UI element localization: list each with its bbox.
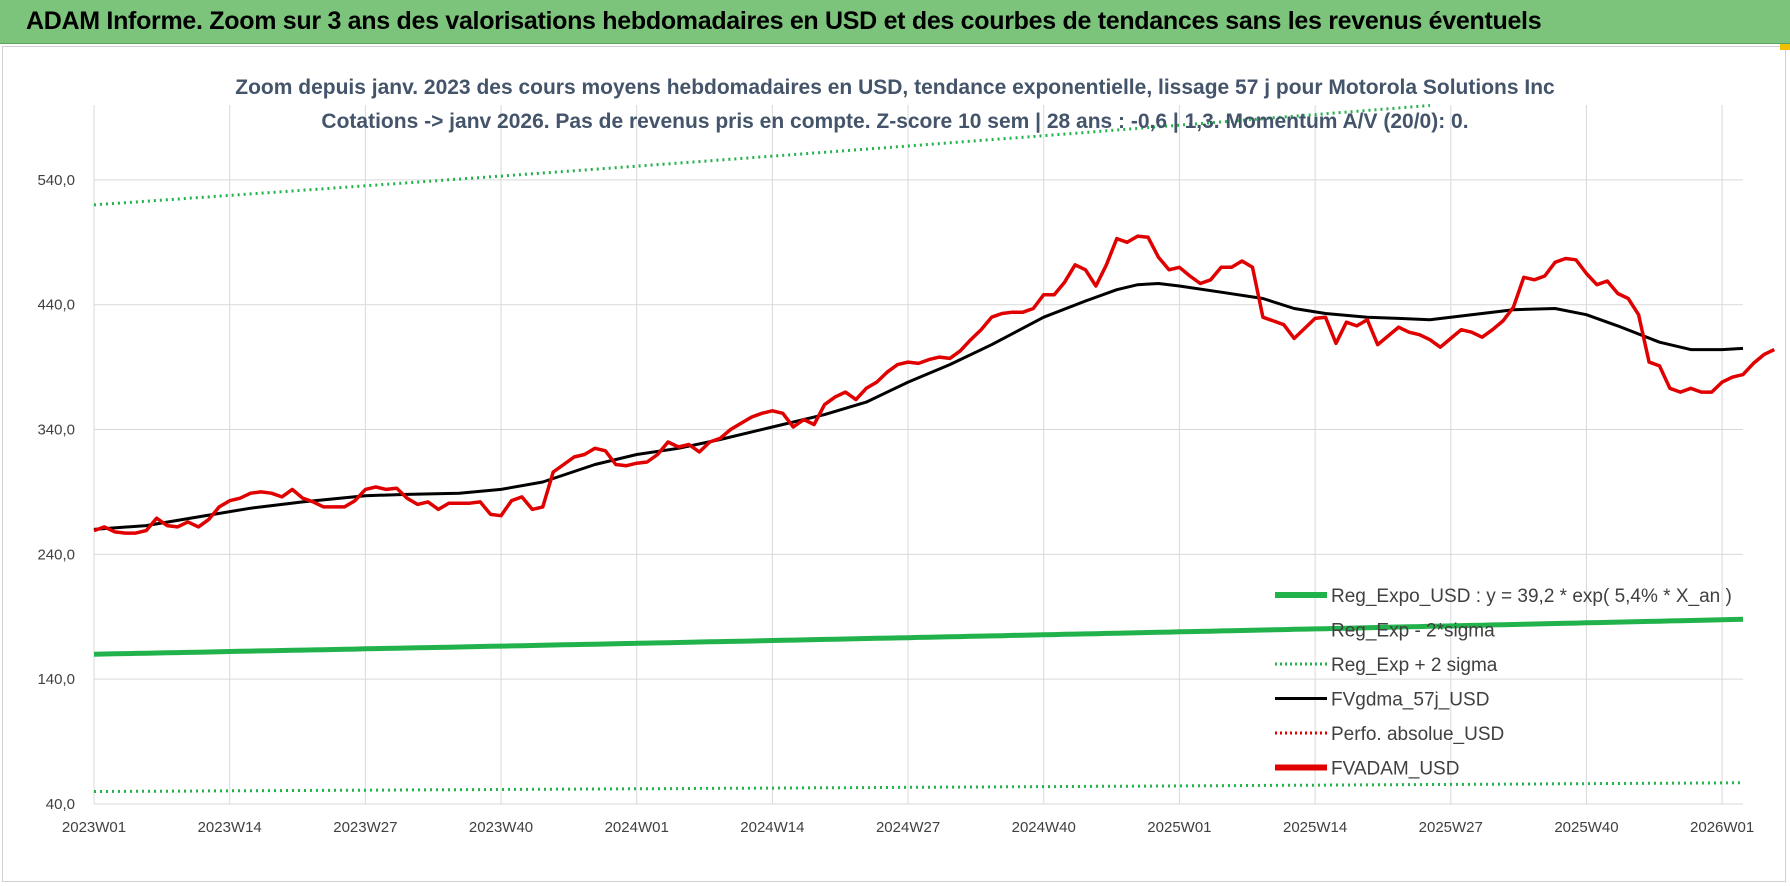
- chart-grid: [93, 105, 1743, 805]
- chart-legend: Reg_Expo_USD : y = 39,2 * exp( 5,4% * X_…: [1275, 586, 1732, 780]
- report-title: ADAM Informe. Zoom sur 3 ans des valoris…: [26, 7, 1542, 35]
- chart-series: [93, 104, 1776, 793]
- y-tick-label: 240,0: [37, 546, 75, 563]
- y-tick-label: 140,0: [37, 671, 75, 688]
- legend-label: FVADAM_USD: [1331, 759, 1459, 780]
- report-banner: ADAM Informe. Zoom sur 3 ans des valoris…: [0, 0, 1790, 44]
- x-tick-label: 2025W40: [1554, 819, 1618, 836]
- series-fvadam: [93, 234, 1776, 535]
- corner-mark-right: [1780, 44, 1790, 50]
- x-tick-label: 2025W27: [1419, 819, 1483, 836]
- x-tick-label: 2024W01: [605, 819, 669, 836]
- y-tick-label: 540,0: [37, 172, 75, 189]
- y-tick-label: 40,0: [46, 796, 75, 813]
- x-tick-label: 2024W27: [876, 819, 940, 836]
- x-tick-label: 2023W40: [469, 819, 533, 836]
- legend-label: Reg_Expo_USD : y = 39,2 * exp( 5,4% * X_…: [1331, 586, 1732, 607]
- x-tick-label: 2023W14: [198, 819, 262, 836]
- legend-label: FVgdma_57j_USD: [1331, 690, 1489, 711]
- series-reg-exp-plus-2sigma: [93, 104, 1431, 207]
- series-reg-exp-minus-2sigma: [94, 781, 1743, 793]
- legend-label: Perfo. absolue_USD: [1331, 724, 1504, 745]
- chart-title-line1: Zoom depuis janv. 2023 des cours moyens …: [235, 76, 1555, 99]
- legend-label: Reg_Exp + 2 sigma: [1331, 655, 1498, 676]
- x-tick-label: 2026W01: [1690, 819, 1754, 836]
- chart-title-line2: Cotations -> janv 2026. Pas de revenus p…: [321, 110, 1468, 133]
- x-tick-label: 2025W01: [1147, 819, 1211, 836]
- chart-frame: [2, 46, 1786, 882]
- y-tick-label: 340,0: [37, 422, 75, 439]
- x-tick-label: 2025W14: [1283, 819, 1347, 836]
- y-tick-label: 440,0: [37, 297, 75, 314]
- x-tick-label: 2024W14: [740, 819, 804, 836]
- y-axis-labels: 40,0 140,0 240,0 340,0 440,0 540,0: [37, 172, 75, 813]
- x-tick-label: 2023W27: [333, 819, 397, 836]
- x-axis-labels: 2023W01 2023W14 2023W27 2023W40 2024W01 2024W…: [62, 819, 1754, 836]
- x-tick-label: 2024W40: [1012, 819, 1076, 836]
- series-reg-expo: [93, 616, 1744, 657]
- x-tick-label: 2023W01: [62, 819, 126, 836]
- series-fvgdma-57j: [93, 282, 1744, 531]
- legend-label: Reg_Exp - 2*sigma: [1331, 621, 1495, 642]
